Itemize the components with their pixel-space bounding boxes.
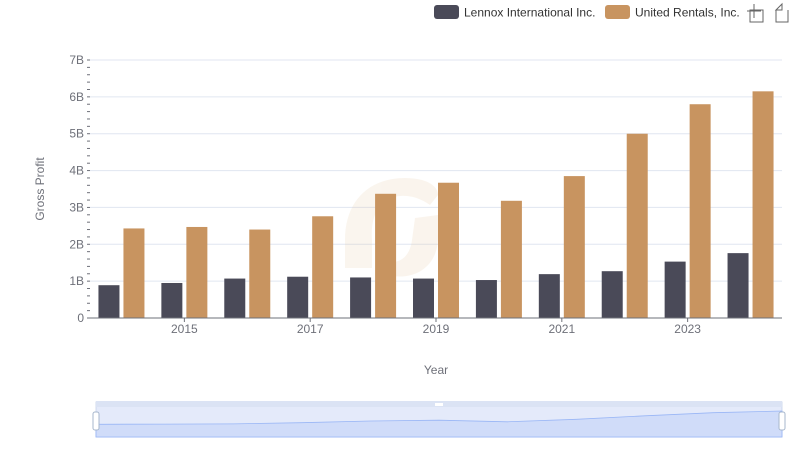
legend-item-united[interactable]: United Rentals, Inc. [605,5,740,20]
legend-swatch-united [605,5,630,19]
y-tick-label-7: 7B [69,53,84,67]
x-tick-label-2017: 2017 [297,322,324,336]
y-axis-title: Gross Profit [33,157,47,221]
bar-lennox-international-inc-2017[interactable] [287,276,309,318]
data-zoom-move-handle[interactable] [435,403,443,406]
bar-united-rentals-inc-2018[interactable] [375,193,397,318]
bar-united-rentals-inc-2023[interactable] [689,104,711,318]
x-tick-label-2021: 2021 [548,322,575,336]
bar-lennox-international-inc-2019[interactable] [413,278,434,318]
y-tick-label-0: 0 [77,311,84,325]
bar-lennox-international-inc-2023[interactable] [664,261,686,318]
legend: Lennox International Inc. United Rentals… [434,5,740,20]
y-tick-label-3: 3B [69,200,84,214]
bar-lennox-international-inc-2020[interactable] [475,280,497,318]
bar-united-rentals-inc-2017[interactable] [312,216,334,318]
legend-label-lennox: Lennox International Inc. [464,6,595,20]
restore-icon[interactable] [774,2,789,23]
x-tick-label-2019: 2019 [423,322,450,336]
data-zoom-handle-left[interactable] [92,411,100,431]
axes: 0 1B 2B 3B 4B 5B 6B 7B 2015 2017 2019 2021 2023 [69,53,782,336]
x-axis-title: Year [424,363,448,377]
bar-united-rentals-inc-2014[interactable] [123,228,145,318]
x-tick-label-2015: 2015 [171,322,198,336]
bar-lennox-international-inc-2015[interactable] [161,282,183,318]
bar-lennox-international-inc-2021[interactable] [538,274,560,318]
data-zoom-handle-right[interactable] [778,411,786,431]
data-zoom-selected-range [96,402,782,437]
y-tick-label-4: 4B [69,164,84,178]
bar-lennox-international-inc-2016[interactable] [224,278,246,318]
y-tick-label-1: 1B [69,274,84,288]
bar-united-rentals-inc-2020[interactable] [500,200,522,318]
data-zoom-slider[interactable] [92,401,786,438]
bar-lennox-international-inc-2022[interactable] [601,271,623,318]
bar-united-rentals-inc-2021[interactable] [563,176,585,318]
bar-lennox-international-inc-2018[interactable] [350,277,372,318]
watermark-logo [345,178,438,277]
zoom-select-icon[interactable] [747,4,764,23]
y-tick-label-5: 5B [69,127,84,141]
bar-united-rentals-inc-2015[interactable] [186,226,208,318]
legend-item-lennox[interactable]: Lennox International Inc. [434,5,595,20]
data-zoom-preview-area [95,410,783,438]
x-tick-label-2023: 2023 [674,322,701,336]
bar-lennox-international-inc-2014[interactable] [98,285,120,318]
legend-swatch-lennox [434,5,459,19]
bar-united-rentals-inc-2016[interactable] [249,229,271,318]
bar-united-rentals-inc-2019[interactable] [438,182,459,318]
y-tick-label-6: 6B [69,90,84,104]
bars [98,91,774,318]
bar-united-rentals-inc-2024[interactable] [752,91,774,318]
bar-lennox-international-inc-2024[interactable] [727,253,749,318]
bar-united-rentals-inc-2022[interactable] [626,133,648,318]
legend-label-united: United Rentals, Inc. [635,6,740,20]
y-tick-label-2: 2B [69,237,84,251]
